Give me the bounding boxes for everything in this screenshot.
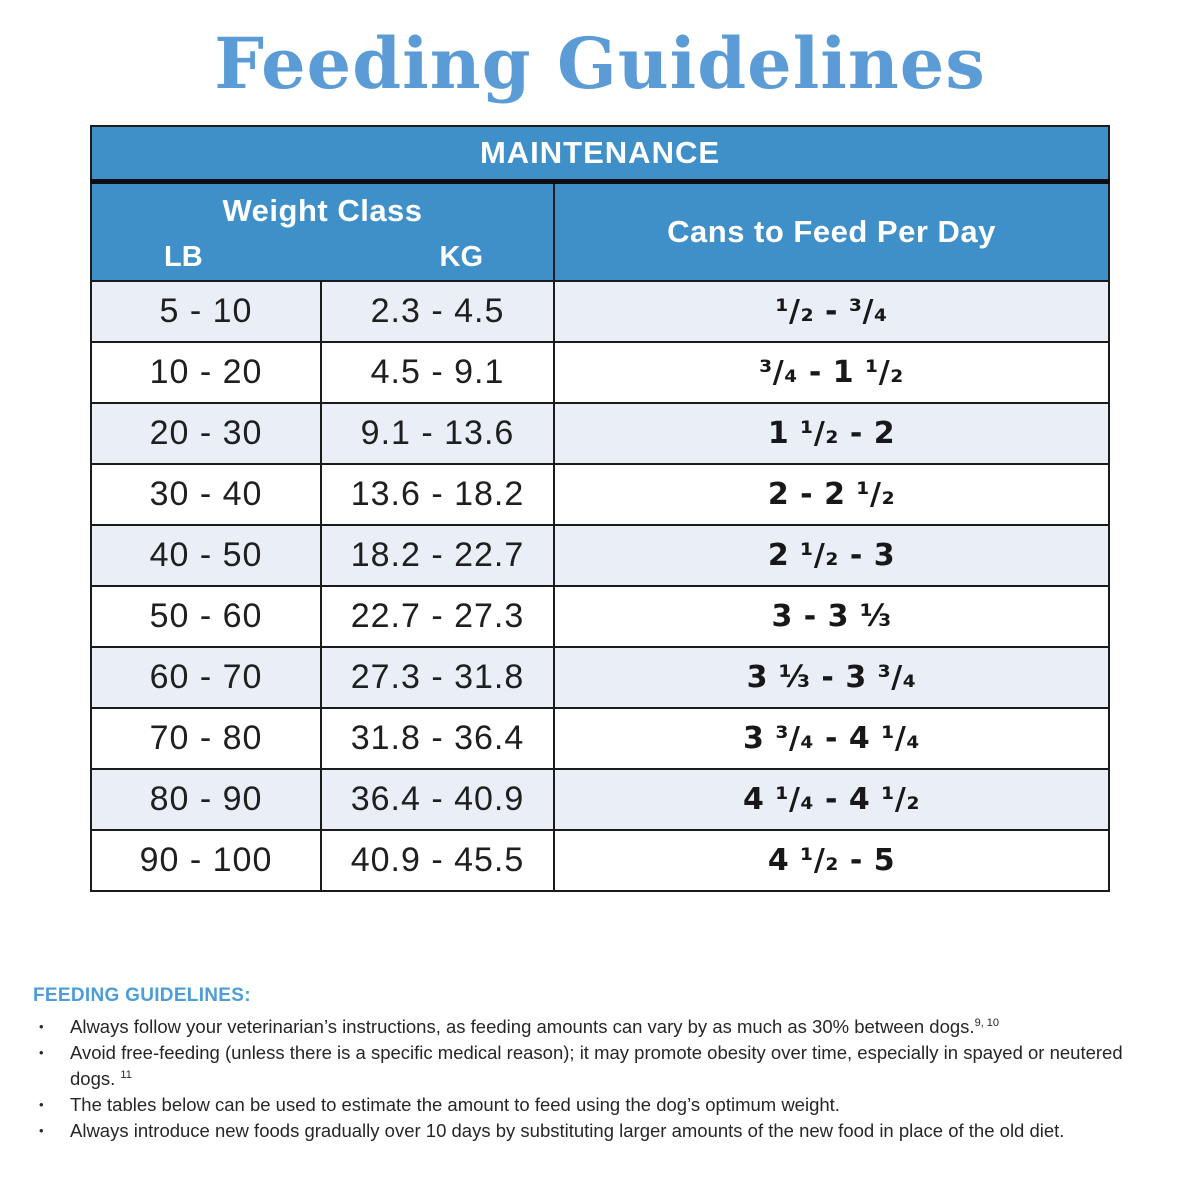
kg-value: 2.3 - 4.5 — [320, 280, 555, 343]
kg-value: 13.6 - 18.2 — [320, 463, 555, 526]
list-item: Always follow your veterinarian’s instru… — [33, 1014, 1170, 1040]
note-text: The tables below can be used to estimate… — [70, 1094, 840, 1115]
cans-value: 2 ¹/₂ - 3 — [553, 524, 1110, 587]
lb-value: 20 - 30 — [90, 402, 322, 465]
maintenance-table: MAINTENANCE Weight Class LB KG Cans to F… — [90, 125, 1110, 892]
page-title: Feeding Guidelines — [214, 22, 986, 105]
kg-label: KG — [439, 240, 484, 273]
cans-value: 3 - 3 ⅓ — [553, 585, 1110, 648]
note-text: Avoid free-feeding (unless there is a sp… — [70, 1042, 1123, 1089]
feeding-notes: FEEDING GUIDELINES: Always follow your v… — [33, 985, 1170, 1144]
table-row: 60 - 70 27.3 - 31.8 3 ⅓ - 3 ³/₄ — [90, 646, 1110, 709]
table-row: 50 - 60 22.7 - 27.3 3 - 3 ⅓ — [90, 585, 1110, 648]
table-row: 10 - 20 4.5 - 9.1 ³/₄ - 1 ¹/₂ — [90, 341, 1110, 404]
notes-title: FEEDING GUIDELINES: — [33, 985, 251, 1006]
kg-value: 4.5 - 9.1 — [320, 341, 555, 404]
cans-value: ¹/₂ - ³/₄ — [553, 280, 1110, 343]
cans-value: 1 ¹/₂ - 2 — [553, 402, 1110, 465]
weight-class-label: Weight Class — [222, 192, 423, 228]
table-row: 80 - 90 36.4 - 40.9 4 ¹/₄ - 4 ¹/₂ — [90, 768, 1110, 831]
list-item: The tables below can be used to estimate… — [33, 1092, 1170, 1118]
list-item: Avoid free-feeding (unless there is a sp… — [33, 1040, 1170, 1092]
lb-label: LB — [164, 240, 203, 273]
notes-list: Always follow your veterinarian’s instru… — [33, 1014, 1170, 1144]
kg-value: 36.4 - 40.9 — [320, 768, 555, 831]
kg-value: 18.2 - 22.7 — [320, 524, 555, 587]
maintenance-header: MAINTENANCE — [90, 125, 1110, 184]
note-text: Always introduce new foods gradually ove… — [70, 1120, 1065, 1141]
kg-value: 40.9 - 45.5 — [320, 829, 555, 892]
maintenance-header-row: MAINTENANCE — [90, 125, 1110, 184]
lb-value: 90 - 100 — [90, 829, 322, 892]
table-row: 30 - 40 13.6 - 18.2 2 - 2 ¹/₂ — [90, 463, 1110, 526]
cans-header: Cans to Feed Per Day — [553, 180, 1110, 282]
lb-value: 10 - 20 — [90, 341, 322, 404]
kg-value: 22.7 - 27.3 — [320, 585, 555, 648]
kg-value: 27.3 - 31.8 — [320, 646, 555, 709]
cans-value: 2 - 2 ¹/₂ — [553, 463, 1110, 526]
lb-value: 5 - 10 — [90, 280, 322, 343]
column-header-row: Weight Class LB KG Cans to Feed Per Day — [90, 180, 1110, 282]
lb-value: 70 - 80 — [90, 707, 322, 770]
lb-value: 80 - 90 — [90, 768, 322, 831]
lb-value: 30 - 40 — [90, 463, 322, 526]
note-text: Always follow your veterinarian’s instru… — [70, 1016, 975, 1037]
unit-labels: LB KG — [92, 241, 553, 274]
list-item: Always introduce new foods gradually ove… — [33, 1118, 1170, 1144]
cans-value: 3 ⅓ - 3 ³/₄ — [553, 646, 1110, 709]
note-reference: 11 — [120, 1068, 132, 1081]
cans-header-label: Cans to Feed Per Day — [667, 214, 996, 249]
kg-value: 31.8 - 36.4 — [320, 707, 555, 770]
weight-class-header: Weight Class LB KG — [90, 180, 555, 282]
lb-value: 40 - 50 — [90, 524, 322, 587]
table-row: 40 - 50 18.2 - 22.7 2 ¹/₂ - 3 — [90, 524, 1110, 587]
table-row: 5 - 10 2.3 - 4.5 ¹/₂ - ³/₄ — [90, 280, 1110, 343]
cans-value: 4 ¹/₄ - 4 ¹/₂ — [553, 768, 1110, 831]
cans-value: 3 ³/₄ - 4 ¹/₄ — [553, 707, 1110, 770]
cans-value: 4 ¹/₂ - 5 — [553, 829, 1110, 892]
cans-value: ³/₄ - 1 ¹/₂ — [553, 341, 1110, 404]
table-row: 20 - 30 9.1 - 13.6 1 ¹/₂ - 2 — [90, 402, 1110, 465]
table-row: 70 - 80 31.8 - 36.4 3 ³/₄ - 4 ¹/₄ — [90, 707, 1110, 770]
lb-value: 50 - 60 — [90, 585, 322, 648]
table-row: 90 - 100 40.9 - 45.5 4 ¹/₂ - 5 — [90, 829, 1110, 892]
note-reference: 9, 10 — [974, 1016, 1000, 1029]
kg-value: 9.1 - 13.6 — [320, 402, 555, 465]
lb-value: 60 - 70 — [90, 646, 322, 709]
